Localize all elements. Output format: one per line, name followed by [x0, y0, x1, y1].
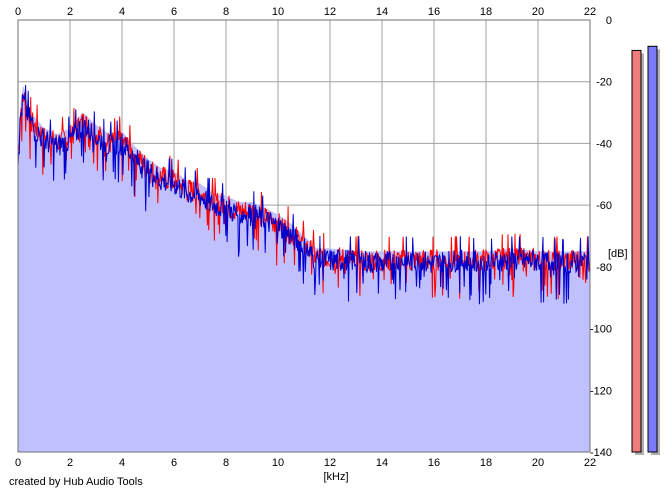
plot-frame	[17, 19, 591, 453]
x-tick-label-top-5: 10	[272, 6, 284, 18]
x-tick-label-top-2: 4	[119, 6, 125, 18]
x-tick-label-top-7: 14	[376, 6, 388, 18]
y-tick-label-3: -60	[596, 200, 612, 212]
x-tick-label-top-1: 2	[67, 6, 73, 18]
y-tick-label-1: -20	[596, 77, 612, 89]
y-tick-label-7: -140	[590, 447, 612, 459]
x-tick-label-bottom-3: 6	[171, 457, 177, 469]
series-line-0	[17, 92, 591, 299]
plot-border	[17, 19, 591, 453]
x-tick-label-bottom-6: 12	[324, 457, 336, 469]
credit-text: created by Hub Audio Tools	[9, 476, 143, 488]
x-axis-unit-label: [kHz]	[323, 471, 348, 483]
x-tick-label-top-8: 16	[428, 6, 440, 18]
y-axis-unit-label: [dB]	[608, 248, 628, 260]
series-line-1	[17, 84, 591, 305]
x-tick-label-top-9: 18	[480, 6, 492, 18]
y-tick-label-5: -100	[590, 324, 612, 336]
y-ticks-right: 0 -20 -40 -60 -80 -100 -120 -140	[590, 15, 612, 459]
x-ticks-bottom: 0 2 4 6 8 10 12 14 16 18 20 22	[15, 457, 596, 469]
x-tick-label-bottom-2: 4	[119, 457, 125, 469]
y-tick-label-0: 0	[606, 15, 612, 27]
y-tick-label-4: -80	[596, 262, 612, 274]
x-tick-label-top-3: 6	[171, 6, 177, 18]
series-lines	[17, 84, 591, 305]
level-meter-0	[631, 49, 642, 453]
x-tick-label-bottom-4: 8	[223, 457, 229, 469]
x-tick-label-bottom-11: 22	[584, 457, 596, 469]
x-tick-label-bottom-10: 20	[532, 457, 544, 469]
x-tick-label-top-10: 20	[532, 6, 544, 18]
x-tick-label-top-4: 8	[223, 6, 229, 18]
x-tick-label-top-6: 12	[324, 6, 336, 18]
level-meters	[631, 45, 660, 456]
x-tick-label-bottom-0: 0	[15, 457, 21, 469]
level-meter-1	[647, 45, 658, 453]
x-tick-label-top-0: 0	[15, 6, 21, 18]
x-tick-label-bottom-1: 2	[67, 457, 73, 469]
x-ticks-top: 0 2 4 6 8 10 12 14 16 18 20 22	[15, 6, 596, 18]
x-tick-label-bottom-9: 18	[480, 457, 492, 469]
y-tick-label-2: -40	[596, 138, 612, 150]
y-tick-label-6: -120	[590, 385, 612, 397]
x-tick-label-bottom-5: 10	[272, 457, 284, 469]
x-tick-label-bottom-7: 14	[376, 457, 388, 469]
x-tick-label-top-11: 22	[584, 6, 596, 18]
x-tick-label-bottom-8: 16	[428, 457, 440, 469]
